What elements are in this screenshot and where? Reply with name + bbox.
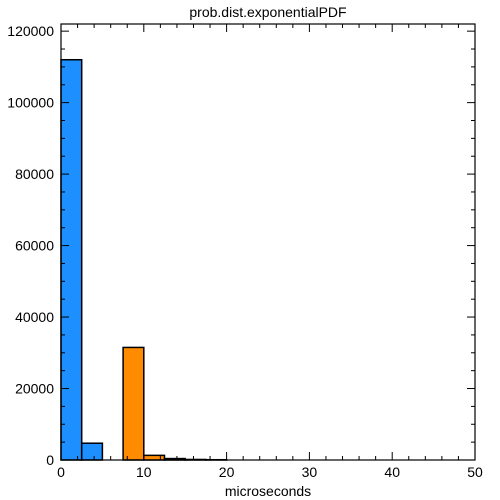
chart-title: prob.dist.exponentialPDF xyxy=(189,4,346,20)
histogram-bar-s1-b1 xyxy=(144,455,165,460)
y-tick-label: 80000 xyxy=(15,166,54,182)
x-tick-label: 40 xyxy=(384,464,400,480)
histogram-bar-s0-b1 xyxy=(82,443,103,460)
y-tick-label: 100000 xyxy=(7,95,54,111)
x-tick-label: 10 xyxy=(136,464,152,480)
histogram-bar-s0-b0 xyxy=(61,60,82,460)
x-tick-label: 50 xyxy=(467,464,483,480)
y-tick-label: 20000 xyxy=(15,381,54,397)
y-tick-label: 120000 xyxy=(7,23,54,39)
x-tick-label: 20 xyxy=(219,464,235,480)
y-tick-label: 40000 xyxy=(15,309,54,325)
x-tick-label: 30 xyxy=(302,464,318,480)
y-tick-label: 0 xyxy=(46,452,54,468)
histogram-bar-s1-b0 xyxy=(123,347,144,460)
x-axis-label: microseconds xyxy=(225,483,311,499)
x-tick-label: 0 xyxy=(57,464,65,480)
y-tick-label: 60000 xyxy=(15,238,54,254)
